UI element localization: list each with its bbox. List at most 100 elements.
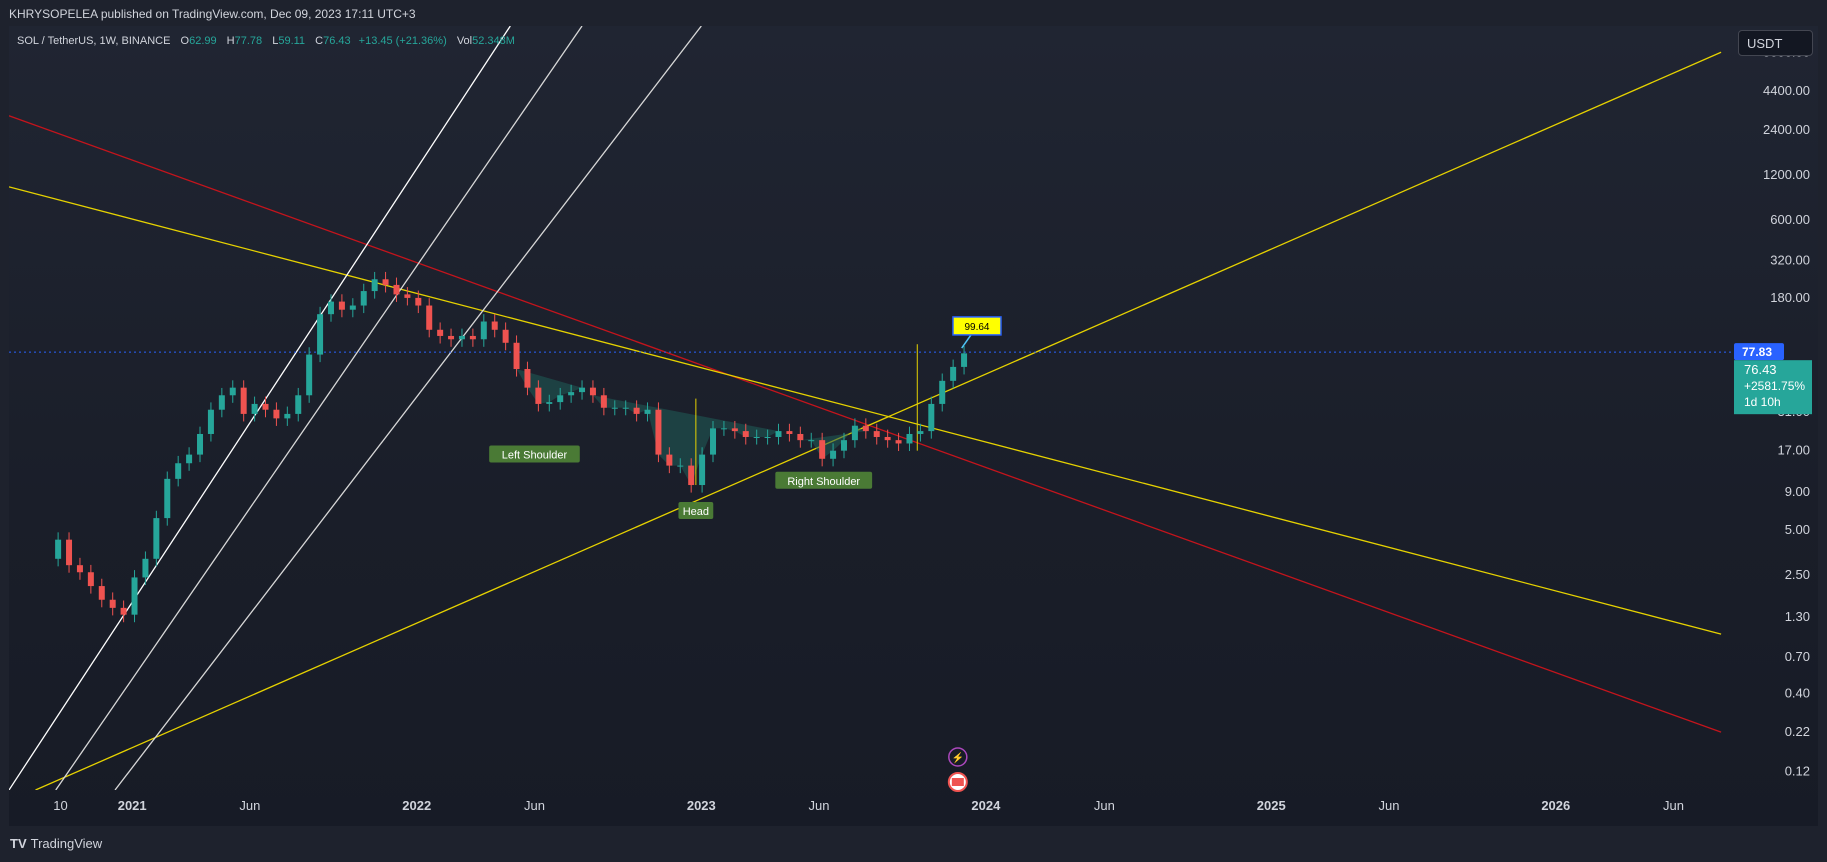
candle-body[interactable] bbox=[513, 342, 520, 370]
candle-body[interactable] bbox=[55, 539, 62, 559]
candle-body[interactable] bbox=[175, 463, 182, 479]
candle-body[interactable] bbox=[153, 518, 160, 559]
close-label: C bbox=[315, 35, 324, 47]
candle-body[interactable] bbox=[251, 403, 258, 414]
candle-body[interactable] bbox=[76, 565, 83, 573]
candle-body[interactable] bbox=[120, 607, 127, 615]
candle-body[interactable] bbox=[371, 279, 378, 292]
candle-body[interactable] bbox=[633, 407, 640, 414]
candle-body[interactable] bbox=[884, 436, 891, 441]
tradingview-logo[interactable]: TV TradingView bbox=[10, 836, 102, 851]
chart-area[interactable] bbox=[9, 26, 1818, 826]
candle-body[interactable] bbox=[840, 440, 847, 451]
candle-body[interactable] bbox=[720, 428, 727, 430]
candle-body[interactable] bbox=[808, 440, 815, 442]
candle-body[interactable] bbox=[295, 395, 302, 414]
candle-body[interactable] bbox=[906, 433, 913, 444]
candle-body[interactable] bbox=[426, 305, 433, 330]
candle-body[interactable] bbox=[710, 428, 717, 455]
candle-body[interactable] bbox=[873, 431, 880, 437]
candle-body[interactable] bbox=[546, 402, 553, 404]
candle-body[interactable] bbox=[797, 433, 804, 441]
candle-body[interactable] bbox=[437, 329, 444, 336]
candle-body[interactable] bbox=[917, 431, 924, 434]
candle-body[interactable] bbox=[458, 335, 465, 340]
candle-body[interactable] bbox=[491, 321, 498, 330]
candle-body[interactable] bbox=[819, 440, 826, 459]
candle-body[interactable] bbox=[764, 436, 771, 438]
flag-stripes-icon bbox=[951, 778, 964, 786]
candle-body[interactable] bbox=[131, 577, 138, 615]
candle-body[interactable] bbox=[644, 409, 651, 414]
candle-body[interactable] bbox=[589, 387, 596, 396]
candle-body[interactable] bbox=[742, 431, 749, 437]
symbol-name[interactable]: SOL / TetherUS, 1W, BINANCE bbox=[17, 35, 171, 47]
candle-body[interactable] bbox=[349, 305, 356, 310]
candle-body[interactable] bbox=[360, 291, 367, 306]
candle-body[interactable] bbox=[197, 433, 204, 455]
candle-body[interactable] bbox=[557, 395, 564, 403]
candle-body[interactable] bbox=[98, 586, 105, 600]
candle-body[interactable] bbox=[382, 279, 389, 285]
candle-body[interactable] bbox=[142, 558, 149, 578]
candle-body[interactable] bbox=[830, 450, 837, 459]
candle-body[interactable] bbox=[469, 335, 476, 340]
candle-body[interactable] bbox=[862, 425, 869, 432]
trend-line-4[interactable] bbox=[55, 26, 583, 790]
trend-line-0[interactable] bbox=[9, 115, 1722, 733]
candle-body[interactable] bbox=[66, 539, 73, 566]
candle-body[interactable] bbox=[611, 407, 618, 409]
candle-body[interactable] bbox=[961, 353, 968, 367]
candle-body[interactable] bbox=[753, 436, 760, 438]
candle-body[interactable] bbox=[655, 409, 662, 455]
candle-body[interactable] bbox=[600, 395, 607, 408]
candle-body[interactable] bbox=[415, 297, 422, 306]
candle-body[interactable] bbox=[699, 454, 706, 486]
candle-body[interactable] bbox=[317, 314, 324, 355]
candle-body[interactable] bbox=[895, 440, 902, 444]
candle-body[interactable] bbox=[327, 301, 334, 315]
trend-line-5[interactable] bbox=[114, 26, 702, 790]
candle-body[interactable] bbox=[950, 366, 957, 381]
candle-body[interactable] bbox=[87, 572, 94, 587]
candle-body[interactable] bbox=[851, 425, 858, 441]
candle-body[interactable] bbox=[524, 369, 531, 388]
candle-body[interactable] bbox=[262, 403, 269, 410]
currency-button[interactable]: USDT bbox=[1738, 30, 1813, 56]
candle-body[interactable] bbox=[338, 301, 345, 310]
trend-line-3[interactable] bbox=[9, 26, 511, 790]
candle-body[interactable] bbox=[480, 321, 487, 340]
candle-body[interactable] bbox=[731, 428, 738, 432]
candle-body[interactable] bbox=[677, 465, 684, 467]
candle-body[interactable] bbox=[579, 387, 586, 393]
candle-body[interactable] bbox=[207, 409, 214, 434]
candle-body[interactable] bbox=[775, 431, 782, 437]
candle-body[interactable] bbox=[928, 403, 935, 432]
candle-body[interactable] bbox=[568, 392, 575, 396]
candle-body[interactable] bbox=[502, 329, 509, 343]
candle-body[interactable] bbox=[404, 294, 411, 298]
candle-body[interactable] bbox=[164, 478, 171, 519]
candle-body[interactable] bbox=[666, 454, 673, 466]
candle-body[interactable] bbox=[109, 599, 116, 608]
candle-body[interactable] bbox=[284, 413, 291, 419]
trend-line-2[interactable] bbox=[35, 51, 1722, 790]
candle-body[interactable] bbox=[939, 380, 946, 404]
candle-body[interactable] bbox=[448, 335, 455, 340]
candle-body[interactable] bbox=[240, 387, 247, 414]
candle-body[interactable] bbox=[393, 284, 400, 295]
target-label-box[interactable] bbox=[952, 316, 1002, 336]
candle-body[interactable] bbox=[622, 407, 629, 409]
candle-body[interactable] bbox=[786, 431, 793, 434]
candle-body[interactable] bbox=[218, 395, 225, 410]
candle-body[interactable] bbox=[688, 465, 695, 486]
candle-body[interactable] bbox=[229, 387, 236, 396]
candle-body[interactable] bbox=[273, 409, 280, 419]
candle-body[interactable] bbox=[535, 387, 542, 404]
trend-line-1[interactable] bbox=[9, 186, 1722, 635]
candle-body[interactable] bbox=[186, 454, 193, 464]
change-value: +13.45 (+21.36%) bbox=[358, 35, 447, 47]
lightning-icon[interactable] bbox=[948, 747, 968, 767]
candle-body[interactable] bbox=[306, 354, 313, 396]
